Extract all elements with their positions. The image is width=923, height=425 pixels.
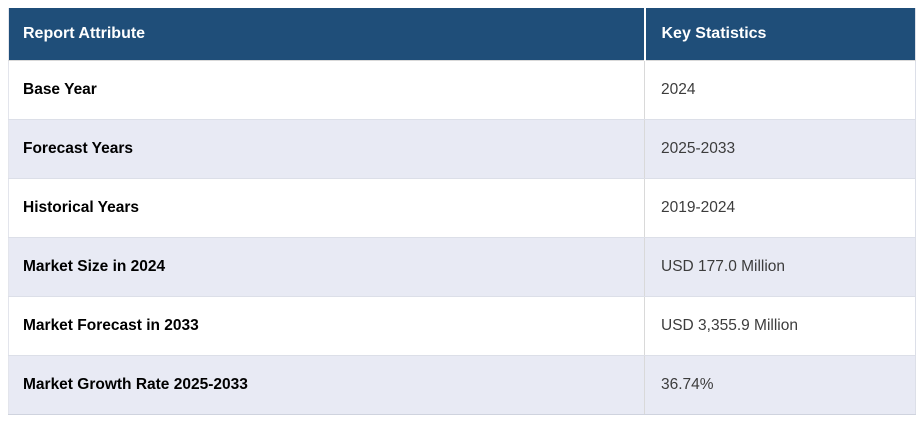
value-cell: 2019-2024 (644, 178, 916, 238)
column-header-key-statistics: Key Statistics (644, 8, 916, 61)
value-cell: 36.74% (644, 355, 916, 415)
table-row: Market Forecast in 2033 USD 3,355.9 Milli… (8, 296, 916, 356)
table-row: Market Growth Rate 2025-2033 36.74% (8, 355, 916, 415)
attribute-cell: Market Growth Rate 2025-2033 (8, 355, 645, 415)
value-cell: 2024 (644, 60, 916, 120)
value-cell: USD 177.0 Million (644, 237, 916, 297)
attribute-cell: Market Forecast in 2033 (8, 296, 645, 356)
attribute-cell: Base Year (8, 60, 645, 120)
report-summary-table: Report Attribute Key Statistics Base Yea… (8, 8, 916, 415)
attribute-cell: Market Size in 2024 (8, 237, 645, 297)
table-row: Market Size in 2024 USD 177.0 Million (8, 237, 916, 297)
table-header-row: Report Attribute Key Statistics (8, 8, 916, 61)
value-cell: 2025-2033 (644, 119, 916, 179)
table-row: Forecast Years 2025-2033 (8, 119, 916, 179)
value-cell: USD 3,355.9 Million (644, 296, 916, 356)
table-row: Base Year 2024 (8, 60, 916, 120)
attribute-cell: Forecast Years (8, 119, 645, 179)
table-row: Historical Years 2019-2024 (8, 178, 916, 238)
column-header-report-attribute: Report Attribute (8, 8, 646, 61)
attribute-cell: Historical Years (8, 178, 645, 238)
table-body: Base Year 2024 Forecast Years 2025-2033 Hist… (8, 60, 916, 415)
